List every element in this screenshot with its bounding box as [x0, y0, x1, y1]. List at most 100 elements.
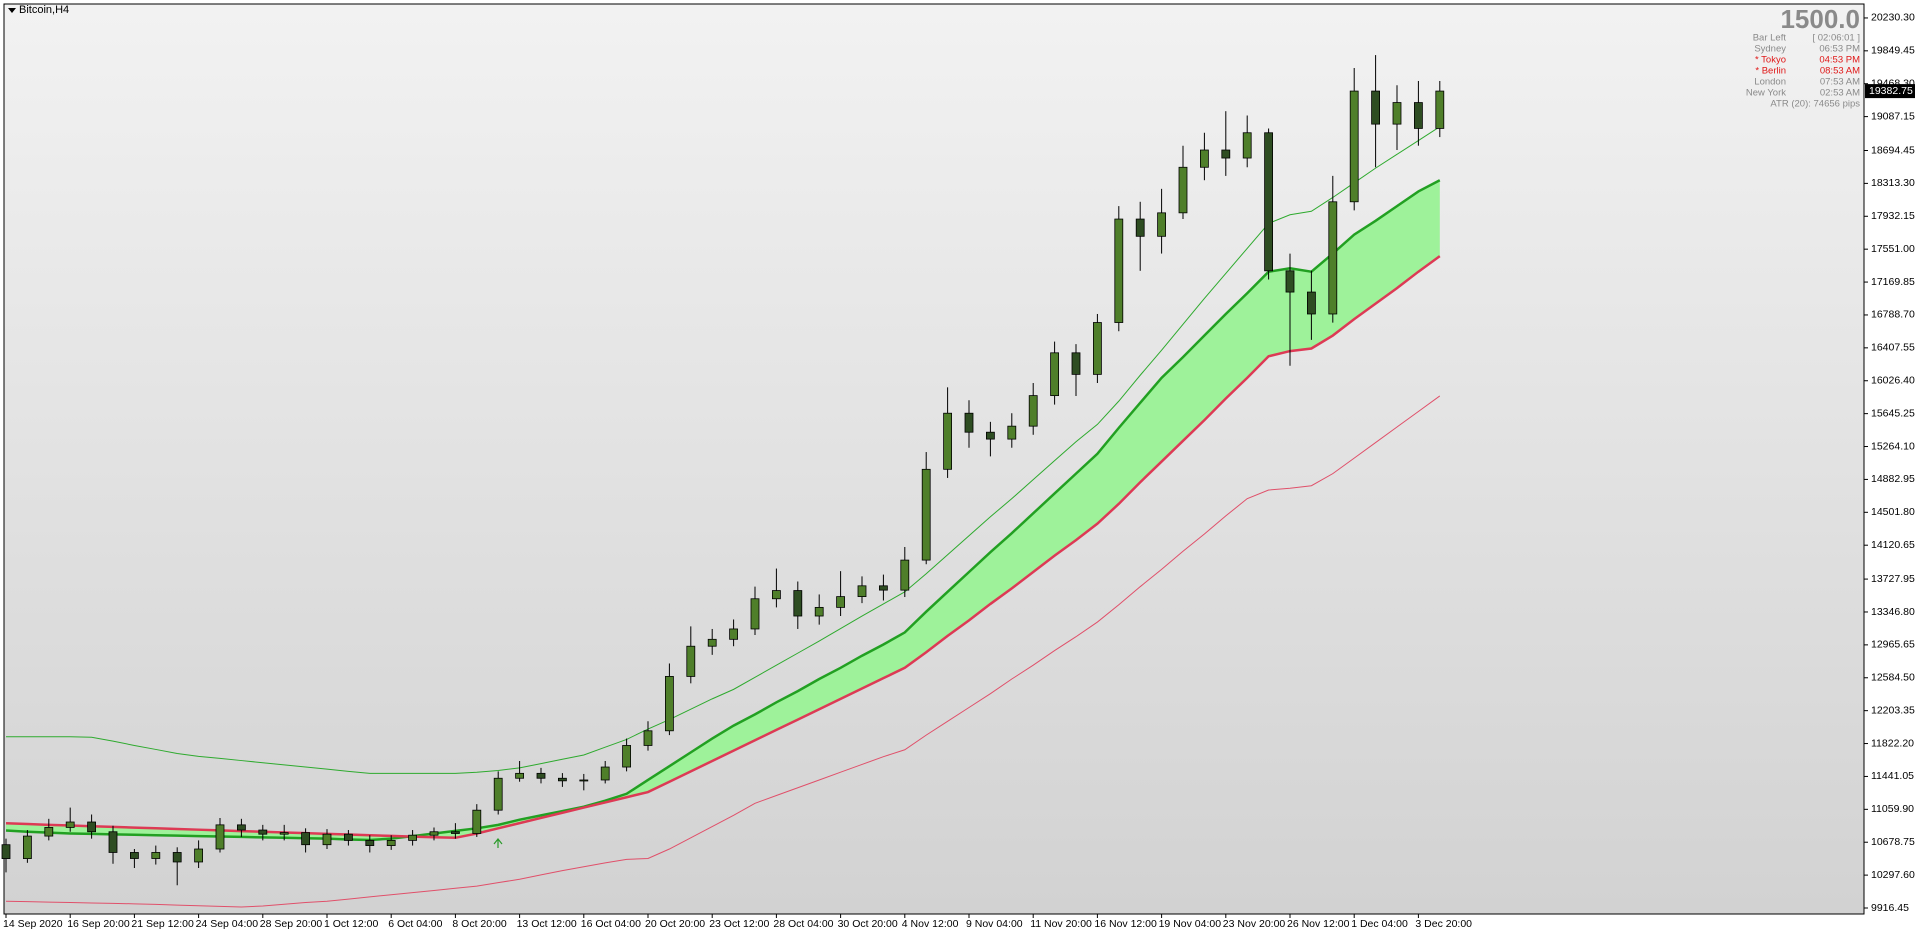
y-tick-label: 16788.70	[1871, 309, 1915, 321]
candle-body	[1071, 352, 1081, 375]
candle-body	[579, 779, 589, 782]
candle-body	[301, 832, 311, 846]
y-tick-label: 16026.40	[1871, 375, 1915, 387]
candle-body	[686, 645, 696, 677]
candle-body	[643, 730, 653, 746]
candle-body	[194, 848, 204, 863]
x-tick-label: 24 Sep 04:00	[196, 918, 259, 930]
y-tick-label: 15264.10	[1871, 440, 1915, 452]
candle-body	[236, 824, 246, 831]
candle-body	[1414, 102, 1423, 129]
x-tick-label: 19 Nov 04:00	[1159, 918, 1222, 930]
info-label: * Berlin	[1755, 66, 1786, 77]
candle-body	[558, 777, 567, 782]
candle-body	[1093, 322, 1102, 375]
candle-body	[429, 831, 439, 836]
y-tick-label: 17169.85	[1871, 276, 1915, 288]
candle-body	[1242, 132, 1252, 159]
candle-body	[322, 833, 332, 846]
x-tick-label: 28 Oct 04:00	[773, 918, 833, 930]
candle-body	[1349, 90, 1359, 203]
signal-arrow	[493, 838, 503, 848]
candle-body	[1264, 132, 1273, 272]
candle-body	[172, 852, 182, 863]
y-tick-label: 13346.80	[1871, 606, 1915, 618]
y-tick-label: 11441.05	[1871, 770, 1914, 782]
y-tick-label: 14120.65	[1871, 539, 1915, 551]
plot-area	[3, 3, 1865, 915]
price-tag-bg	[1865, 84, 1915, 99]
candle-body	[1007, 425, 1017, 440]
candle-body	[1435, 90, 1445, 129]
candle-body	[44, 827, 54, 837]
candle-body	[215, 824, 225, 850]
y-tick-label: 19849.45	[1871, 45, 1915, 57]
candle-body	[857, 585, 867, 598]
candle-body	[493, 777, 503, 811]
x-tick-label: 6 Oct 04:00	[388, 918, 442, 930]
candle-body	[879, 585, 888, 591]
candle-body	[750, 598, 760, 630]
candle-body	[665, 676, 674, 732]
x-tick-label: 4 Nov 12:00	[902, 918, 959, 930]
candle-body	[1221, 149, 1231, 159]
y-tick-label: 9916.45	[1871, 902, 1909, 914]
candle-body	[622, 745, 631, 768]
candle-body	[408, 834, 418, 841]
x-tick-label: 1 Oct 12:00	[324, 918, 378, 930]
candle-body	[943, 412, 952, 470]
x-tick-label: 30 Oct 20:00	[838, 918, 898, 930]
average-line	[5, 255, 1441, 840]
candle-body	[343, 833, 353, 841]
candle-body	[258, 829, 268, 835]
candle-body	[1307, 291, 1316, 315]
candle-body	[729, 628, 738, 640]
menu-triangle[interactable]	[8, 8, 16, 13]
info-value: 02:53 AM	[1820, 88, 1860, 99]
info-label: Bar Left	[1753, 33, 1787, 44]
x-tick-label: 13 Oct 12:00	[517, 918, 577, 930]
x-tick-label: 14 Sep 2020	[3, 918, 63, 930]
info-label: London	[1754, 77, 1786, 88]
y-tick-label: 14501.80	[1871, 506, 1915, 518]
candle-body	[772, 590, 781, 600]
chart-title: Bitcoin,H4	[19, 4, 69, 16]
candle-body	[279, 832, 289, 835]
candle-body	[129, 852, 139, 859]
candle-body	[1028, 395, 1038, 427]
y-tick-label: 20230.30	[1871, 12, 1915, 24]
candle-body	[1157, 212, 1166, 237]
candle-body	[986, 431, 995, 440]
info-value: 08:53 AM	[1820, 66, 1860, 77]
x-tick-label: 16 Nov 12:00	[1094, 918, 1157, 930]
price-tag: 19382.75	[1869, 85, 1913, 97]
y-tick-label: 18694.45	[1871, 144, 1915, 156]
y-tick-label: 11059.90	[1871, 803, 1914, 815]
candle-body	[1178, 166, 1188, 214]
info-footer: ATR (20): 74656 pips	[1770, 99, 1860, 110]
x-tick-label: 26 Nov 12:00	[1287, 918, 1350, 930]
candle-body	[365, 839, 375, 846]
candle-body	[1114, 218, 1124, 323]
y-tick-label: 10297.60	[1871, 869, 1915, 881]
y-tick-label: 17932.15	[1871, 210, 1915, 222]
candle-body	[22, 835, 32, 859]
candle-body	[793, 590, 803, 617]
candle-body	[87, 821, 96, 833]
info-label: Sydney	[1754, 44, 1786, 55]
average-line	[5, 179, 1441, 842]
y-tick-label: 14882.95	[1871, 473, 1915, 485]
y-tick-label: 15645.25	[1871, 407, 1915, 419]
candle-body	[472, 809, 482, 834]
candle-body	[814, 606, 824, 617]
candle-body	[108, 831, 118, 853]
candle-body	[836, 596, 845, 608]
x-tick-label: 8 Oct 20:00	[452, 918, 506, 930]
candle-body	[1050, 352, 1059, 397]
candle-body	[921, 468, 931, 561]
x-tick-label: 21 Sep 12:00	[131, 918, 194, 930]
average-line	[5, 395, 1441, 908]
y-tick-label: 12203.35	[1871, 704, 1915, 716]
